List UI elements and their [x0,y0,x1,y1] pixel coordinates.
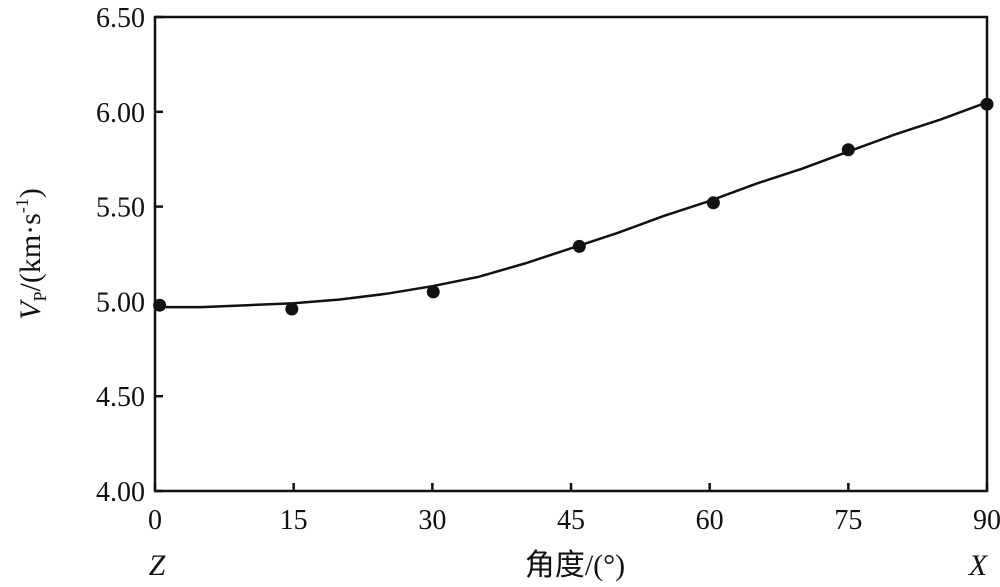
x-axis-ticks: 0 15 30 45 60 75 90 [148,483,1000,536]
y-axis-title-var: V [14,298,47,320]
data-point [426,285,440,299]
y-axis-title-sup: -1 [12,198,32,213]
data-point [285,302,299,316]
x-tick-label: 0 [148,505,162,536]
x-axis-title: 角度/(°) [525,549,625,582]
data-point [153,298,167,312]
y-tick-label: 6.50 [96,3,145,34]
data-point [572,239,586,253]
y-tick-label: 4.00 [96,477,145,508]
data-points [153,97,994,316]
plot-frame [153,15,989,493]
y-tick-label: 6.00 [96,98,145,129]
x-tick-label: 60 [696,505,724,536]
data-point [706,196,720,210]
x-axis-left-end-label: Z [149,549,166,582]
y-axis-title-sub: P [30,291,50,301]
y-tick-label: 5.50 [96,193,145,224]
y-axis-title: VP/(km·s-1) [12,188,50,320]
y-axis-title-close: ) [14,188,47,198]
x-tick-label: 15 [280,505,308,536]
y-axis-title-rest: /(km·s [14,213,47,291]
fit-curve [155,101,988,309]
data-point [841,143,855,157]
y-axis-ticks: 4.00 4.50 5.00 5.50 6.00 6.50 [96,3,163,508]
x-axis-right-end-label: X [968,549,989,582]
x-tick-label: 45 [557,505,585,536]
x-tick-label: 30 [418,505,446,536]
x-tick-label: 75 [834,505,862,536]
x-tick-label: 90 [973,505,1000,536]
data-point [980,97,994,111]
y-tick-label: 5.00 [96,287,145,318]
y-tick-label: 4.50 [96,382,145,413]
